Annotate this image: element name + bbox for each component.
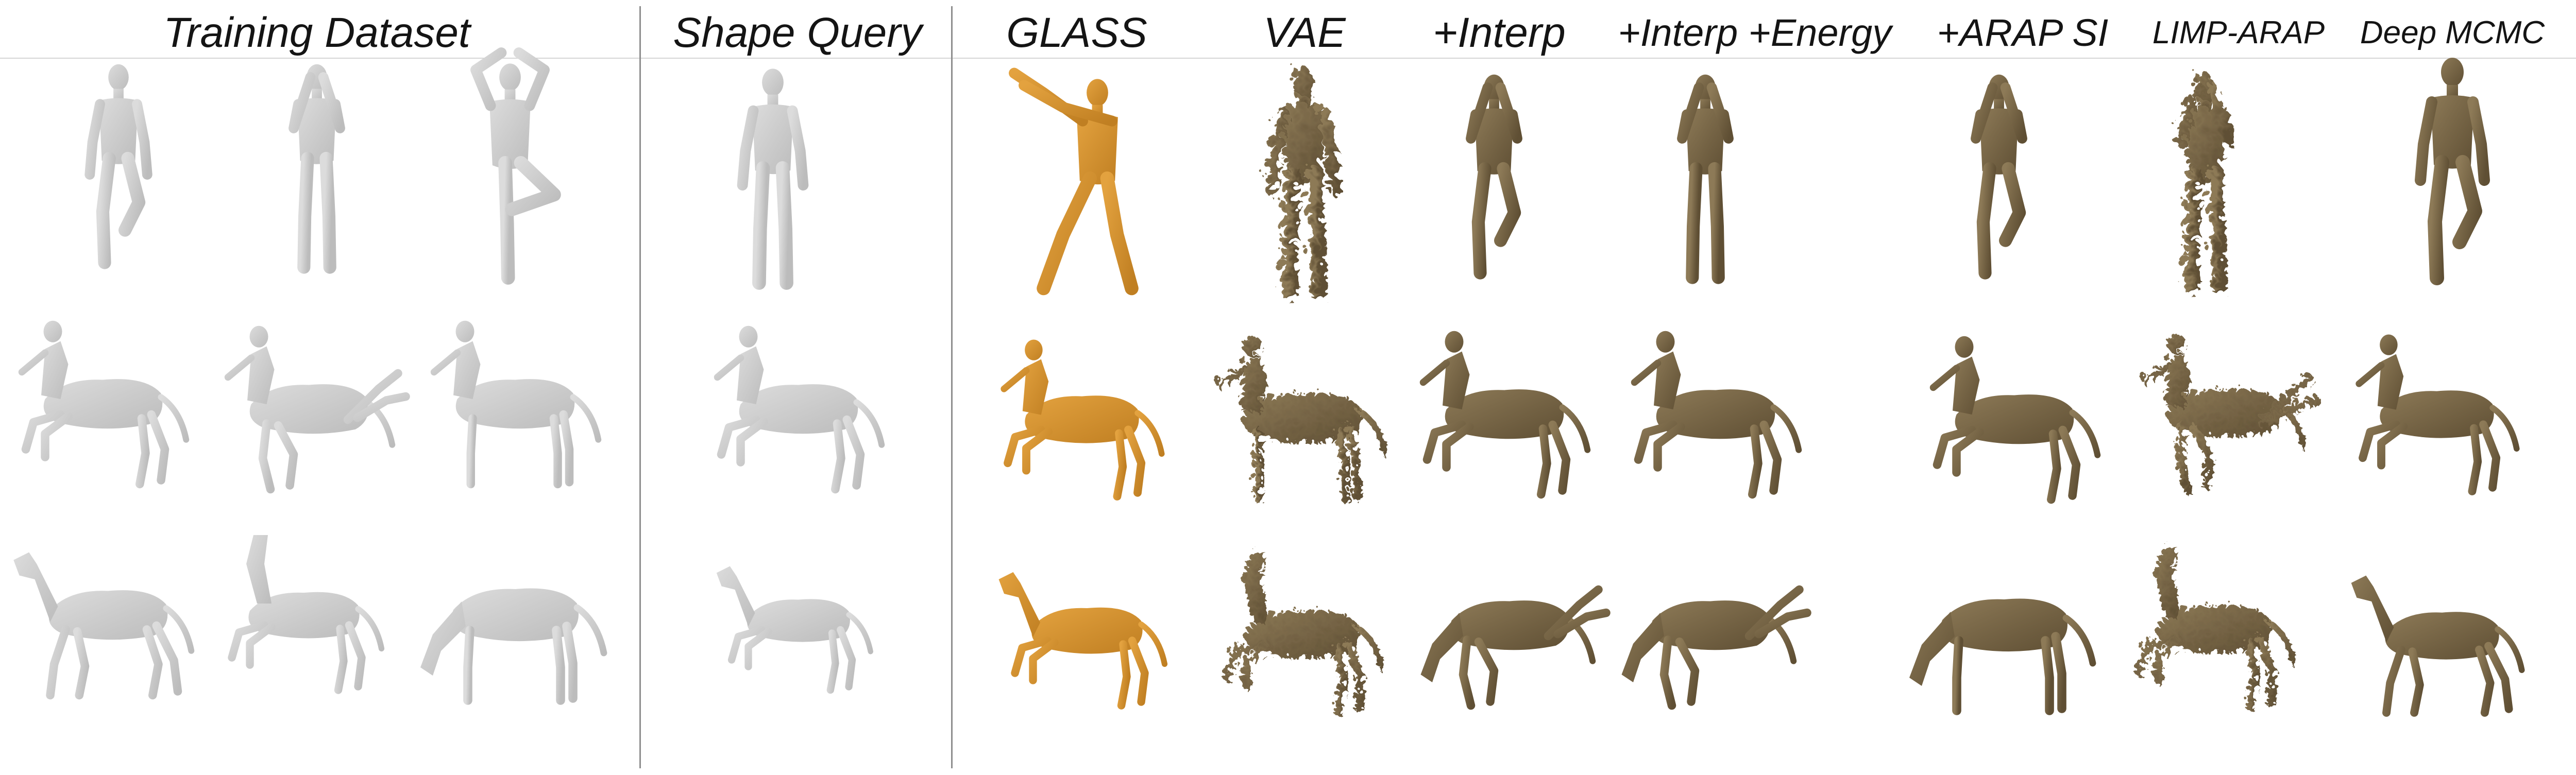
header-interp-energy: +Interp +Energy	[1618, 11, 1892, 54]
training-centaur-3-render	[430, 320, 602, 489]
header-shape-query: Shape Query	[673, 9, 922, 56]
glass-horse-render	[998, 572, 1168, 710]
deep-mcmc-human-render	[2415, 58, 2490, 285]
interp-horse-render	[1420, 585, 1611, 710]
arap-si-centaur-render	[1929, 336, 2101, 504]
column-divider-training	[639, 6, 641, 768]
training-horse-2-render	[228, 535, 385, 694]
vae-human-render	[1261, 63, 1336, 296]
deep-mcmc-centaur-render	[2355, 334, 2520, 495]
query-centaur-render	[714, 325, 885, 494]
limp-arap-centaur-render	[2139, 329, 2317, 490]
header-training-dataset: Training Dataset	[163, 9, 470, 56]
header-vae: VAE	[1263, 9, 1346, 56]
arap-si-horse-render	[1909, 598, 2096, 715]
interp-centaur-render	[1419, 331, 1591, 499]
vae-horse-render	[1220, 548, 1381, 712]
vae-centaur-render	[1213, 331, 1385, 499]
training-horse-3-render	[420, 588, 607, 705]
training-horse-1-render	[13, 552, 195, 700]
training-human-3-render	[470, 47, 561, 285]
header-arap-si: +ARAP SI	[1937, 11, 2109, 54]
header-limp-arap: LIMP-ARAP	[2152, 15, 2325, 50]
interp-energy-human-render	[1677, 74, 1734, 284]
training-human-2-render	[289, 64, 345, 274]
training-centaur-1-render	[18, 320, 190, 489]
limp-arap-human-render	[2170, 68, 2230, 290]
interp-human-render	[1466, 74, 1522, 280]
training-human-1-render	[84, 64, 152, 269]
glass-centaur-render	[1001, 339, 1165, 501]
query-human-render	[737, 68, 809, 290]
deep-mcmc-horse-render	[2351, 575, 2525, 717]
column-divider-query	[951, 6, 953, 768]
header-glass: GLASS	[1006, 9, 1147, 56]
interp-energy-centaur-render	[1631, 331, 1802, 499]
query-horse-render	[716, 566, 873, 694]
header-interp: +Interp	[1433, 9, 1566, 56]
limp-arap-horse-render	[2132, 543, 2293, 707]
training-centaur-2-render	[224, 325, 410, 494]
glass-human-render	[1009, 67, 1139, 296]
arap-si-human-render	[1971, 74, 2027, 280]
header-rule	[0, 58, 2576, 59]
interp-energy-horse-render	[1621, 585, 1811, 710]
header-deep-mcmc: Deep MCMC	[2360, 15, 2545, 50]
